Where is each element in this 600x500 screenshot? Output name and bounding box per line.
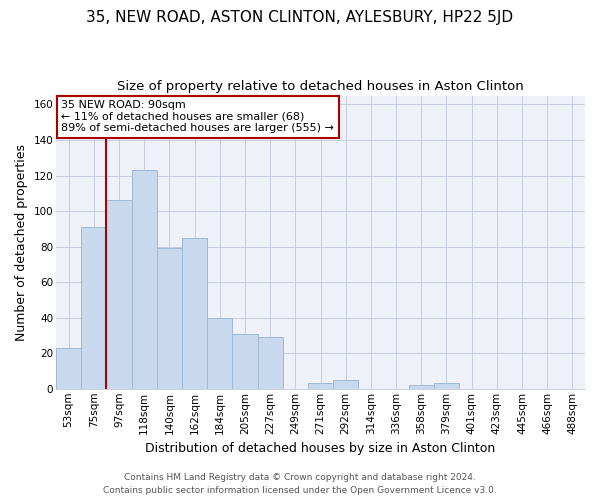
Bar: [157, 248, 182, 389]
Y-axis label: Number of detached properties: Number of detached properties: [15, 144, 28, 340]
Bar: [106, 200, 131, 389]
Bar: [182, 238, 207, 389]
Title: Size of property relative to detached houses in Aston Clinton: Size of property relative to detached ho…: [117, 80, 524, 93]
Bar: [131, 170, 157, 389]
X-axis label: Distribution of detached houses by size in Aston Clinton: Distribution of detached houses by size …: [145, 442, 496, 455]
Bar: [434, 384, 459, 389]
Bar: [81, 227, 106, 389]
Text: 35 NEW ROAD: 90sqm
← 11% of detached houses are smaller (68)
89% of semi-detache: 35 NEW ROAD: 90sqm ← 11% of detached hou…: [61, 100, 334, 133]
Bar: [409, 385, 434, 389]
Bar: [333, 380, 358, 389]
Bar: [232, 334, 257, 389]
Text: 35, NEW ROAD, ASTON CLINTON, AYLESBURY, HP22 5JD: 35, NEW ROAD, ASTON CLINTON, AYLESBURY, …: [86, 10, 514, 25]
Bar: [56, 348, 81, 389]
Bar: [257, 337, 283, 389]
Bar: [207, 318, 232, 389]
Text: Contains HM Land Registry data © Crown copyright and database right 2024.
Contai: Contains HM Land Registry data © Crown c…: [103, 474, 497, 495]
Bar: [308, 384, 333, 389]
